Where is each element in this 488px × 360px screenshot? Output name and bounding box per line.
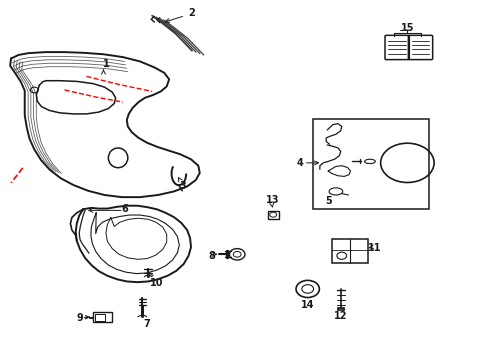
Text: 6: 6 bbox=[121, 204, 127, 214]
Bar bbox=[95, 314, 105, 321]
Text: 15: 15 bbox=[400, 23, 413, 33]
Text: 8: 8 bbox=[207, 251, 214, 261]
Text: 10: 10 bbox=[150, 278, 163, 288]
Text: 3: 3 bbox=[179, 181, 185, 191]
Text: 7: 7 bbox=[142, 319, 149, 329]
Text: 5: 5 bbox=[324, 196, 331, 206]
Text: 11: 11 bbox=[367, 243, 381, 253]
Bar bbox=[312, 119, 428, 208]
Text: 1: 1 bbox=[102, 59, 109, 68]
Text: 4: 4 bbox=[296, 158, 303, 168]
Text: 14: 14 bbox=[300, 300, 314, 310]
Bar bbox=[331, 239, 368, 263]
Text: 13: 13 bbox=[265, 195, 279, 204]
Text: 12: 12 bbox=[333, 311, 347, 321]
Text: 9: 9 bbox=[77, 313, 83, 323]
Text: 2: 2 bbox=[188, 8, 195, 18]
Bar bbox=[93, 312, 112, 322]
Bar bbox=[267, 211, 278, 219]
